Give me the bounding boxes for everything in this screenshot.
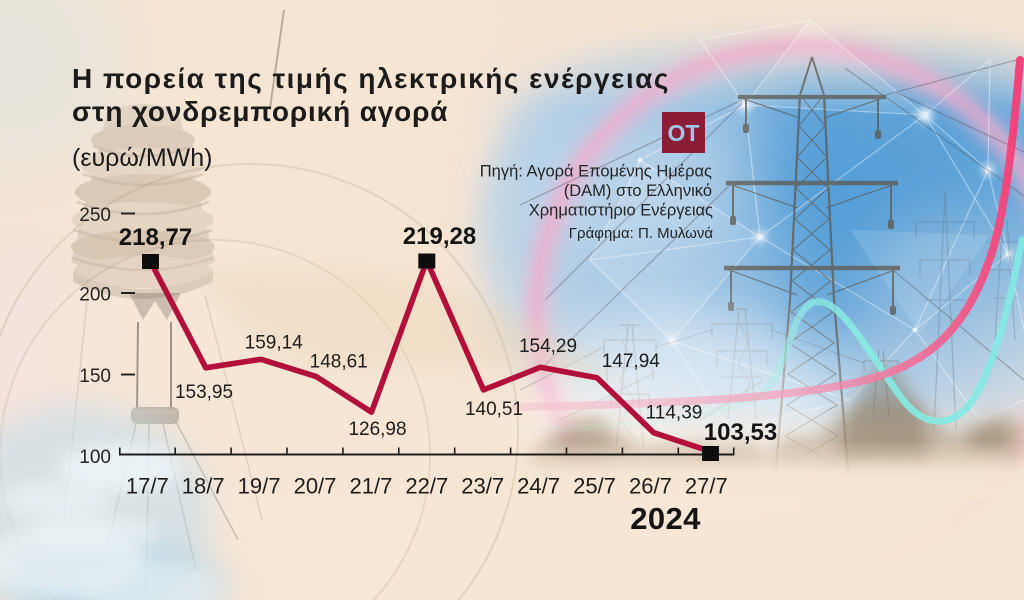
svg-text:27/7: 27/7: [685, 474, 728, 499]
svg-text:20/7: 20/7: [294, 474, 337, 499]
svg-text:19/7: 19/7: [238, 474, 281, 499]
svg-text:219,28: 219,28: [403, 223, 476, 250]
svg-text:(DAM) στο Ελληνικό: (DAM) στο Ελληνικό: [564, 182, 712, 200]
svg-text:114,39: 114,39: [646, 402, 703, 423]
svg-text:100: 100: [79, 447, 111, 468]
svg-text:147,94: 147,94: [602, 351, 661, 372]
svg-text:154,29: 154,29: [519, 336, 577, 357]
svg-text:159,14: 159,14: [245, 333, 304, 354]
svg-text:Η πορεία της τιμής ηλεκτρικής: Η πορεία της τιμής ηλεκτρικής ενέργειας: [72, 63, 670, 94]
svg-text:18/7: 18/7: [182, 474, 225, 499]
svg-text:140,51: 140,51: [465, 399, 523, 420]
svg-text:150: 150: [79, 366, 111, 387]
svg-text:στη χονδρεμπορική αγορά: στη χονδρεμπορική αγορά: [72, 96, 448, 127]
svg-text:26/7: 26/7: [629, 474, 672, 499]
svg-text:126,98: 126,98: [348, 419, 406, 440]
svg-text:2024: 2024: [630, 501, 701, 536]
svg-text:218,77: 218,77: [119, 224, 192, 251]
svg-text:24/7: 24/7: [517, 474, 560, 499]
svg-text:148,61: 148,61: [310, 352, 368, 373]
svg-text:23/7: 23/7: [461, 474, 504, 499]
svg-text:200: 200: [79, 285, 111, 306]
svg-text:17/7: 17/7: [126, 474, 169, 499]
svg-text:103,53: 103,53: [704, 419, 777, 446]
svg-text:153,95: 153,95: [175, 382, 233, 403]
svg-text:Χρηματιστήριο Ενέργειας: Χρηματιστήριο Ενέργειας: [529, 202, 713, 220]
svg-text:250: 250: [79, 205, 111, 226]
svg-text:21/7: 21/7: [349, 474, 392, 499]
svg-text:25/7: 25/7: [573, 474, 616, 499]
svg-text:Πηγή: Αγορά Επομένης Ημέρας: Πηγή: Αγορά Επομένης Ημέρας: [480, 163, 712, 181]
svg-text:Γράφημα: Π. Μυλωνά: Γράφημα: Π. Μυλωνά: [569, 225, 714, 242]
svg-text:22/7: 22/7: [405, 474, 448, 499]
svg-text:(ευρώ/MWh): (ευρώ/MWh): [72, 144, 212, 172]
svg-text:OT: OT: [668, 120, 700, 146]
